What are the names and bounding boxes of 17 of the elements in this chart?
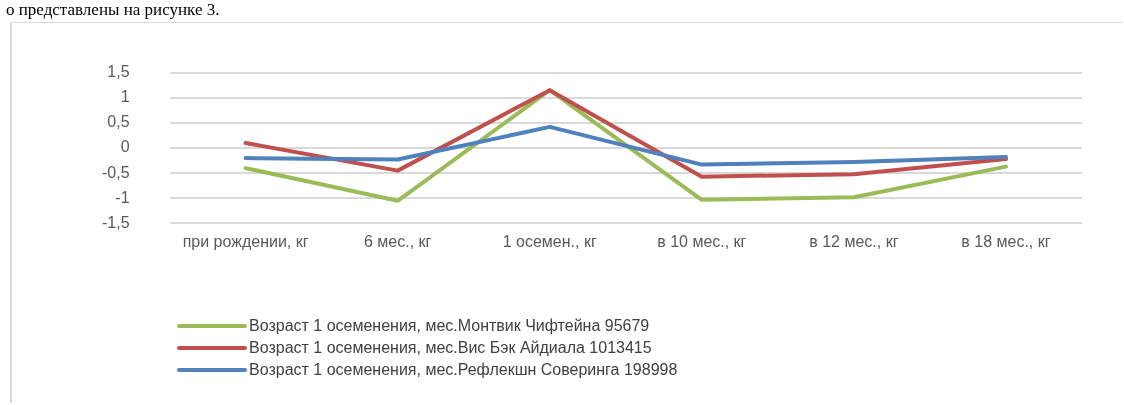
x-tick-label: в 18 мес., кг bbox=[961, 233, 1051, 251]
y-tick-label: -1,5 bbox=[101, 213, 130, 231]
x-tick-label: в 12 мес., кг bbox=[809, 233, 899, 251]
legend-label: Возраст 1 осеменения, мес.Рефлекшн Соверинга 198998 bbox=[249, 361, 678, 379]
x-tick-label: 1 осемен., кг bbox=[502, 233, 597, 251]
legend-label: Возраст 1 осеменения, мес.Монтвик Чифтейна 95679 bbox=[249, 317, 650, 335]
y-tick-label: -0,5 bbox=[101, 163, 130, 181]
y-tick-label: 0 bbox=[120, 138, 130, 156]
x-tick-label: в 10 мес., кг bbox=[657, 233, 747, 251]
text: о представлены на рисунке 3. bbox=[5, 0, 221, 20]
y-tick-label: 1 bbox=[120, 88, 130, 106]
y-tick-label: 1,5 bbox=[107, 63, 130, 81]
y-tick-label: -1 bbox=[115, 188, 130, 206]
y-tick-label: 0,5 bbox=[107, 113, 130, 131]
x-tick-label: 6 мес., кг bbox=[363, 233, 432, 251]
legend-label: Возраст 1 осеменения, мес.Вис Бэк Айдиала 1013415 bbox=[249, 339, 652, 357]
x-tick-label: при рождении, кг bbox=[182, 233, 309, 251]
